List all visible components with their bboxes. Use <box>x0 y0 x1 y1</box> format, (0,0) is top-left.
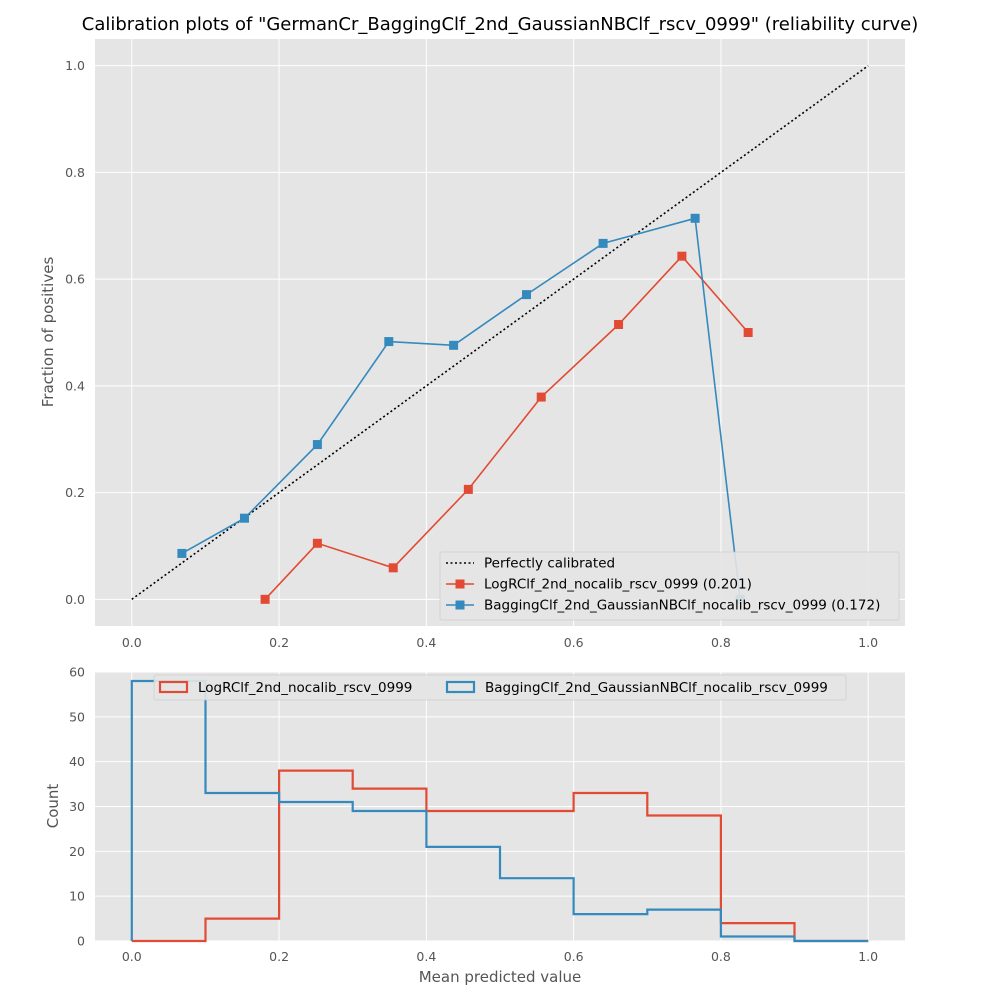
calibration-plot: 0.0 0.2 0.4 0.6 0.8 1.0 0.0 0.2 0.4 0.6 0.8 1.0 Fr… <box>39 39 905 650</box>
legend-swatch-0 <box>158 680 189 694</box>
y-tick-label: 20 <box>69 844 85 859</box>
calibration-y-ticks: 0.0 0.2 0.4 0.6 0.8 1.0 <box>65 58 85 607</box>
series-2-point <box>449 340 459 350</box>
y-tick-label: 40 <box>69 754 85 769</box>
series-1-point <box>463 484 473 494</box>
y-tick-label: 0.6 <box>65 272 85 287</box>
histogram-series-1 <box>130 679 869 943</box>
x-tick-label: 0.2 <box>269 635 289 650</box>
histogram-series <box>130 679 869 943</box>
x-tick-label: 1.0 <box>858 949 878 964</box>
legend-frame <box>439 551 900 621</box>
calibration-x-ticks: 0.0 0.2 0.4 0.6 0.8 1.0 <box>122 635 878 650</box>
legend-entry-1: BaggingClf_2nd_GaussianNBClf_nocalib_rsc… <box>485 680 828 696</box>
chart-title: Calibration plots of "GermanCr_BaggingCl… <box>82 14 918 35</box>
y-tick-label: 0.0 <box>65 592 85 607</box>
series-1-point <box>260 594 270 604</box>
legend-marker-2 <box>455 600 465 610</box>
legend-entry-2: BaggingClf_2nd_GaussianNBClf_nocalib_rsc… <box>484 598 880 614</box>
legend-marker-1 <box>455 579 465 589</box>
histogram-x-ticks: 0.0 0.2 0.4 0.6 0.8 1.0 <box>122 949 878 964</box>
x-tick-label: 0.8 <box>711 949 731 964</box>
y-tick-label: 60 <box>69 665 85 680</box>
legend-entry-1: LogRClf_2nd_nocalib_rscv_0999 (0.201) <box>484 577 752 593</box>
histogram-y-axis-label: Count <box>44 784 62 829</box>
histogram-x-axis-label: Mean predicted value <box>419 968 582 986</box>
series-2-point <box>598 238 608 248</box>
y-tick-label: 0 <box>77 934 85 949</box>
y-tick-label: 0.4 <box>65 378 85 393</box>
calibration-y-axis-label: Fraction of positives <box>39 257 57 408</box>
x-tick-label: 1.0 <box>858 635 878 650</box>
series-line-0 <box>131 65 869 600</box>
series-1-point <box>614 319 624 329</box>
x-tick-label: 0.8 <box>711 635 731 650</box>
x-tick-label: 0.4 <box>416 949 436 964</box>
calibration-series <box>131 65 869 604</box>
x-tick-label: 0.0 <box>122 635 142 650</box>
x-tick-label: 0.2 <box>269 949 289 964</box>
calibration-legend: Perfectly calibrated LogRClf_2nd_nocalib_… <box>439 551 900 621</box>
y-tick-label: 0.2 <box>65 485 85 500</box>
legend-swatch-1 <box>445 680 476 694</box>
legend-entry-0: Perfectly calibrated <box>484 556 615 572</box>
histogram-plot: 0.0 0.2 0.4 0.6 0.8 1.0 0 10 20 30 40 50 60 Mean pr… <box>44 665 905 986</box>
series-1-point <box>312 538 322 548</box>
x-tick-label: 0.6 <box>564 635 584 650</box>
series-2-point <box>690 213 700 223</box>
y-tick-label: 1.0 <box>65 58 85 73</box>
series-1-point <box>677 251 687 261</box>
series-2-point <box>384 337 394 347</box>
legend-entry-0: LogRClf_2nd_nocalib_rscv_0999 <box>198 680 412 696</box>
y-tick-label: 0.8 <box>65 165 85 180</box>
histogram-legend: LogRClf_2nd_nocalib_rscv_0999 BaggingClf_… <box>153 674 847 701</box>
series-1-point <box>743 328 753 337</box>
series-1-point <box>388 563 398 573</box>
calibration-gridlines <box>95 39 905 626</box>
x-tick-label: 0.4 <box>416 635 436 650</box>
y-tick-label: 50 <box>69 709 85 724</box>
legend-frame <box>153 674 847 701</box>
x-tick-label: 0.0 <box>122 949 142 964</box>
histogram-y-ticks: 0 10 20 30 40 50 60 <box>69 665 85 949</box>
x-tick-label: 0.6 <box>564 949 584 964</box>
series-2-point <box>522 290 532 300</box>
y-tick-label: 10 <box>69 889 85 904</box>
series-2-point <box>239 513 249 523</box>
series-2-point <box>312 440 322 450</box>
series-1-point <box>536 392 546 402</box>
series-2-point <box>177 548 187 558</box>
y-tick-label: 30 <box>69 799 85 814</box>
series-line-1 <box>264 255 749 600</box>
